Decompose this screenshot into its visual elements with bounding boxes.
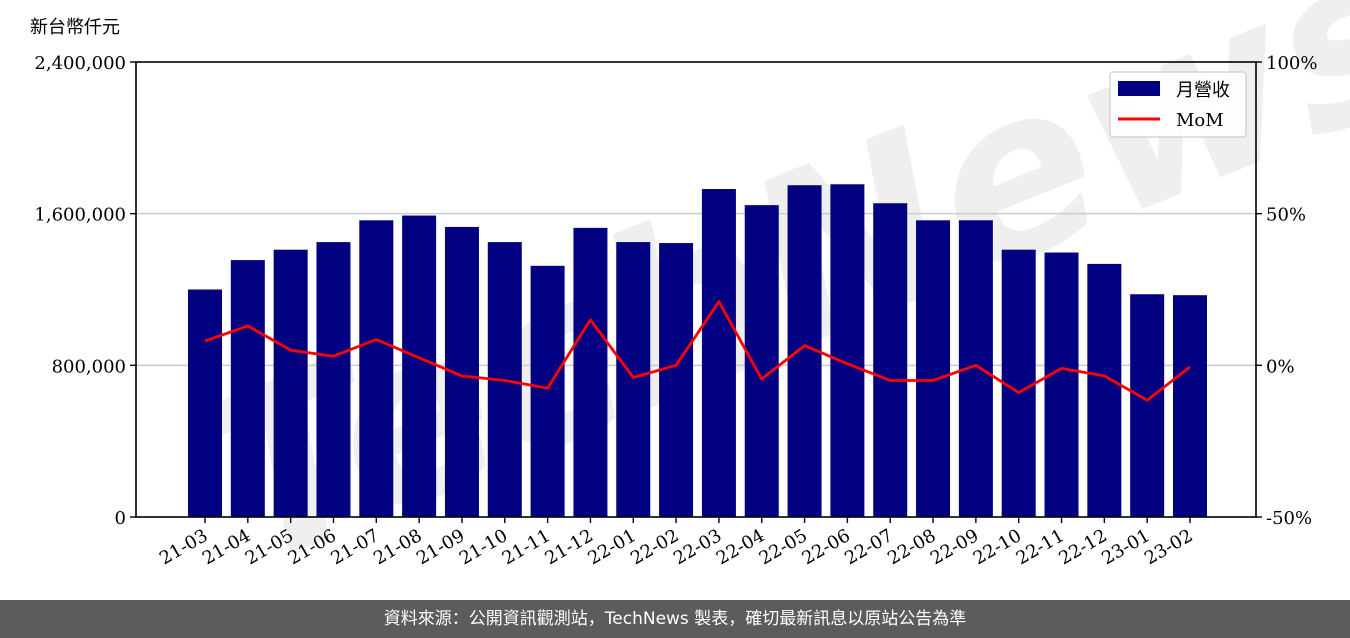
legend-label-revenue: 月營收 xyxy=(1176,80,1230,101)
bar-22-01 xyxy=(616,242,651,517)
left-tick-label: 2,400,000 xyxy=(34,53,126,74)
x-tick-label-23-01: 23-01 xyxy=(1098,525,1153,569)
x-tick-label-22-04: 22-04 xyxy=(713,525,768,569)
bar-22-08 xyxy=(916,220,951,518)
mom-line xyxy=(204,300,1191,402)
bar-22-07 xyxy=(873,203,908,518)
source-footer: 資料來源：公開資訊觀測站，TechNews 製表，確切最新訊息以原站公告為準 xyxy=(0,600,1350,638)
right-tick-label: -50% xyxy=(1266,508,1312,529)
bar-23-02 xyxy=(1173,295,1207,517)
left-tick-label: 1,600,000 xyxy=(34,205,126,226)
x-tick-label-22-12: 22-12 xyxy=(1055,525,1110,569)
x-tick-label-21-11: 21-11 xyxy=(499,525,554,569)
x-tick-label-22-08: 22-08 xyxy=(884,525,939,569)
bar-21-12 xyxy=(573,227,608,517)
bar-22-11 xyxy=(1044,252,1079,517)
x-tick-label-22-11: 22-11 xyxy=(1013,525,1068,569)
bar-21-07 xyxy=(359,220,394,518)
bar-22-03 xyxy=(701,189,736,518)
legend: 月營收 MoM xyxy=(1109,71,1247,138)
x-tick-label-22-03: 22-03 xyxy=(670,525,725,569)
unit-label: 新台幣仟元 xyxy=(30,17,120,38)
x-tick-label-22-09: 22-09 xyxy=(927,525,982,569)
right-tick-label: 100% xyxy=(1266,53,1317,74)
x-tick-label-22-02: 22-02 xyxy=(627,525,682,569)
x-tick-label-21-04: 21-04 xyxy=(199,525,254,569)
bar-21-06 xyxy=(316,242,351,517)
bar-22-04 xyxy=(744,205,779,517)
legend-swatch-bar xyxy=(1118,81,1160,96)
bar-21-11 xyxy=(530,265,565,517)
bars-layer xyxy=(188,184,1207,518)
x-tick-label-22-01: 22-01 xyxy=(584,525,639,569)
x-tick-label-23-02: 23-02 xyxy=(1141,525,1196,569)
left-tick-label: 0 xyxy=(115,508,126,529)
bar-21-03 xyxy=(188,289,222,517)
bar-21-08 xyxy=(402,215,437,517)
right-tick-label: 50% xyxy=(1266,205,1306,226)
x-tick-label-21-12: 21-12 xyxy=(541,525,596,569)
x-tick-label-21-03: 21-03 xyxy=(156,525,211,569)
left-tick-label: 800,000 xyxy=(52,356,126,377)
bar-23-01 xyxy=(1130,294,1165,517)
x-tick-label-22-05: 22-05 xyxy=(756,525,811,569)
right-tick-label: 0% xyxy=(1266,356,1295,377)
bar-22-10 xyxy=(1001,249,1036,517)
x-tick-label-22-07: 22-07 xyxy=(841,525,896,569)
revenue-chart: TechNews 0800,0001,600,0002,400,000-50%0… xyxy=(30,0,1350,600)
plot-frame xyxy=(135,61,1257,518)
bar-21-05 xyxy=(273,249,308,517)
bar-22-06 xyxy=(830,184,865,517)
x-tick-label-22-10: 22-10 xyxy=(970,525,1025,569)
bar-22-12 xyxy=(1087,263,1122,517)
x-tick-label-22-06: 22-06 xyxy=(798,525,853,569)
bar-21-04 xyxy=(230,260,265,517)
bar-22-02 xyxy=(659,243,694,518)
line-layer xyxy=(204,300,1191,402)
legend-label-mom: MoM xyxy=(1176,110,1224,131)
